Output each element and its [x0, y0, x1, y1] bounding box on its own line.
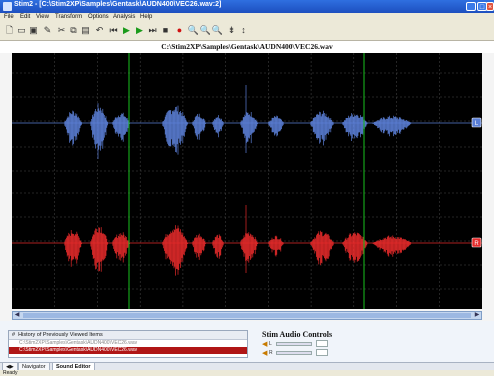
left-channel-label: L: [269, 341, 272, 347]
right-volume-slider[interactable]: [276, 351, 312, 355]
left-channel-label: L: [475, 121, 479, 127]
history-header: # History of Previously Viewed Items: [9, 331, 247, 340]
history-item-selected[interactable]: C:\Stim2XP\Samples\Gentask\AUDN400\VEC26…: [9, 347, 247, 354]
right-channel-badge: [471, 237, 482, 248]
record-dot-icon[interactable]: ●: [176, 25, 183, 35]
zoom-in-icon[interactable]: 🔍: [187, 25, 200, 35]
left-volume-row: ◀ L: [262, 340, 402, 349]
scrollbar-thumb[interactable]: [23, 313, 471, 318]
menu-help[interactable]: Help: [140, 14, 153, 20]
horizontal-scrollbar[interactable]: ◀ ▶: [12, 311, 482, 320]
minimize-button[interactable]: _: [466, 2, 476, 11]
right-channel-waveform: [64, 205, 412, 276]
speaker-icon: ◀: [262, 341, 268, 348]
history-header-label: History of Previously Viewed Items: [18, 332, 103, 338]
scroll-left-icon[interactable]: ◀: [14, 312, 20, 318]
go-end-icon[interactable]: ⏭: [148, 25, 157, 35]
file-path-title: C:\Stim2XP\Samples\Gentask\AUDN400\VEC26…: [0, 41, 494, 53]
title-bar: Stim2 - [C:\Stim2XP\Samples\Gentask\AUDN…: [0, 0, 494, 13]
close-button[interactable]: ×: [486, 2, 494, 11]
menu-bar: File Edit View Transform Options Analysi…: [0, 13, 494, 22]
audio-controls: Stim Audio Controls ◀ L ◀ R: [262, 330, 402, 358]
open-icon[interactable]: ▭: [17, 25, 26, 35]
zoom-out-icon[interactable]: 🔍: [211, 25, 224, 35]
play-icon[interactable]: ▶: [123, 25, 130, 35]
status-bar: Ready: [0, 370, 494, 376]
zoom-in-x-icon[interactable]: 🔍: [199, 25, 212, 35]
save-icon[interactable]: ▣: [29, 25, 38, 35]
history-item[interactable]: C:\Stim2XP\Samples\Gentask\AUDN400\VEC26…: [19, 340, 138, 346]
menu-analysis[interactable]: Analysis: [113, 14, 136, 20]
app-icon: [3, 2, 12, 11]
right-channel-label: R: [474, 241, 479, 247]
right-volume-box[interactable]: [316, 349, 328, 356]
speaker-icon: ◀: [262, 350, 268, 357]
left-volume-box[interactable]: [316, 340, 328, 347]
audio-controls-title: Stim Audio Controls: [262, 330, 333, 339]
left-channel-waveform: [64, 85, 412, 159]
record-icon[interactable]: ✎: [43, 25, 52, 35]
status-ready: Ready: [3, 370, 18, 376]
cut-icon[interactable]: ✂: [57, 25, 66, 35]
toolbar: 🗋 ▭ ▣ ✎ ✂ ⧉ ▤ ↶ ⏮ ▶ ▶ ⏭ ■ ● 🔍 🔍 🔍 ⇟ ↕: [0, 22, 494, 41]
stop-icon[interactable]: ■: [162, 25, 169, 35]
waveform-canvas[interactable]: LR: [12, 53, 482, 309]
right-channel-label: R: [269, 350, 273, 356]
scroll-right-icon[interactable]: ▶: [474, 312, 480, 318]
left-volume-slider[interactable]: [276, 342, 312, 346]
menu-transform[interactable]: Transform: [55, 14, 83, 20]
menu-options[interactable]: Options: [88, 14, 109, 20]
left-channel-badge: [471, 117, 482, 128]
menu-edit[interactable]: Edit: [20, 14, 31, 20]
go-start-icon[interactable]: ⏮: [109, 25, 118, 35]
right-volume-row: ◀ R: [262, 349, 402, 358]
menu-view[interactable]: View: [36, 14, 49, 20]
play-selection-icon[interactable]: ▶: [136, 25, 143, 35]
undo-icon[interactable]: ↶: [95, 25, 104, 35]
bottom-panel: # History of Previously Viewed Items C:\…: [0, 321, 494, 362]
history-list: # History of Previously Viewed Items C:\…: [8, 330, 248, 358]
new-icon[interactable]: 🗋: [5, 25, 14, 35]
window-title: Stim2 - [C:\Stim2XP\Samples\Gentask\AUDN…: [14, 1, 222, 8]
zoom-in-y-icon[interactable]: ⇟: [227, 25, 236, 35]
paste-icon[interactable]: ▤: [81, 25, 90, 35]
zoom-out-y-icon[interactable]: ↕: [241, 25, 246, 35]
menu-file[interactable]: File: [4, 14, 14, 20]
copy-icon[interactable]: ⧉: [70, 25, 77, 35]
